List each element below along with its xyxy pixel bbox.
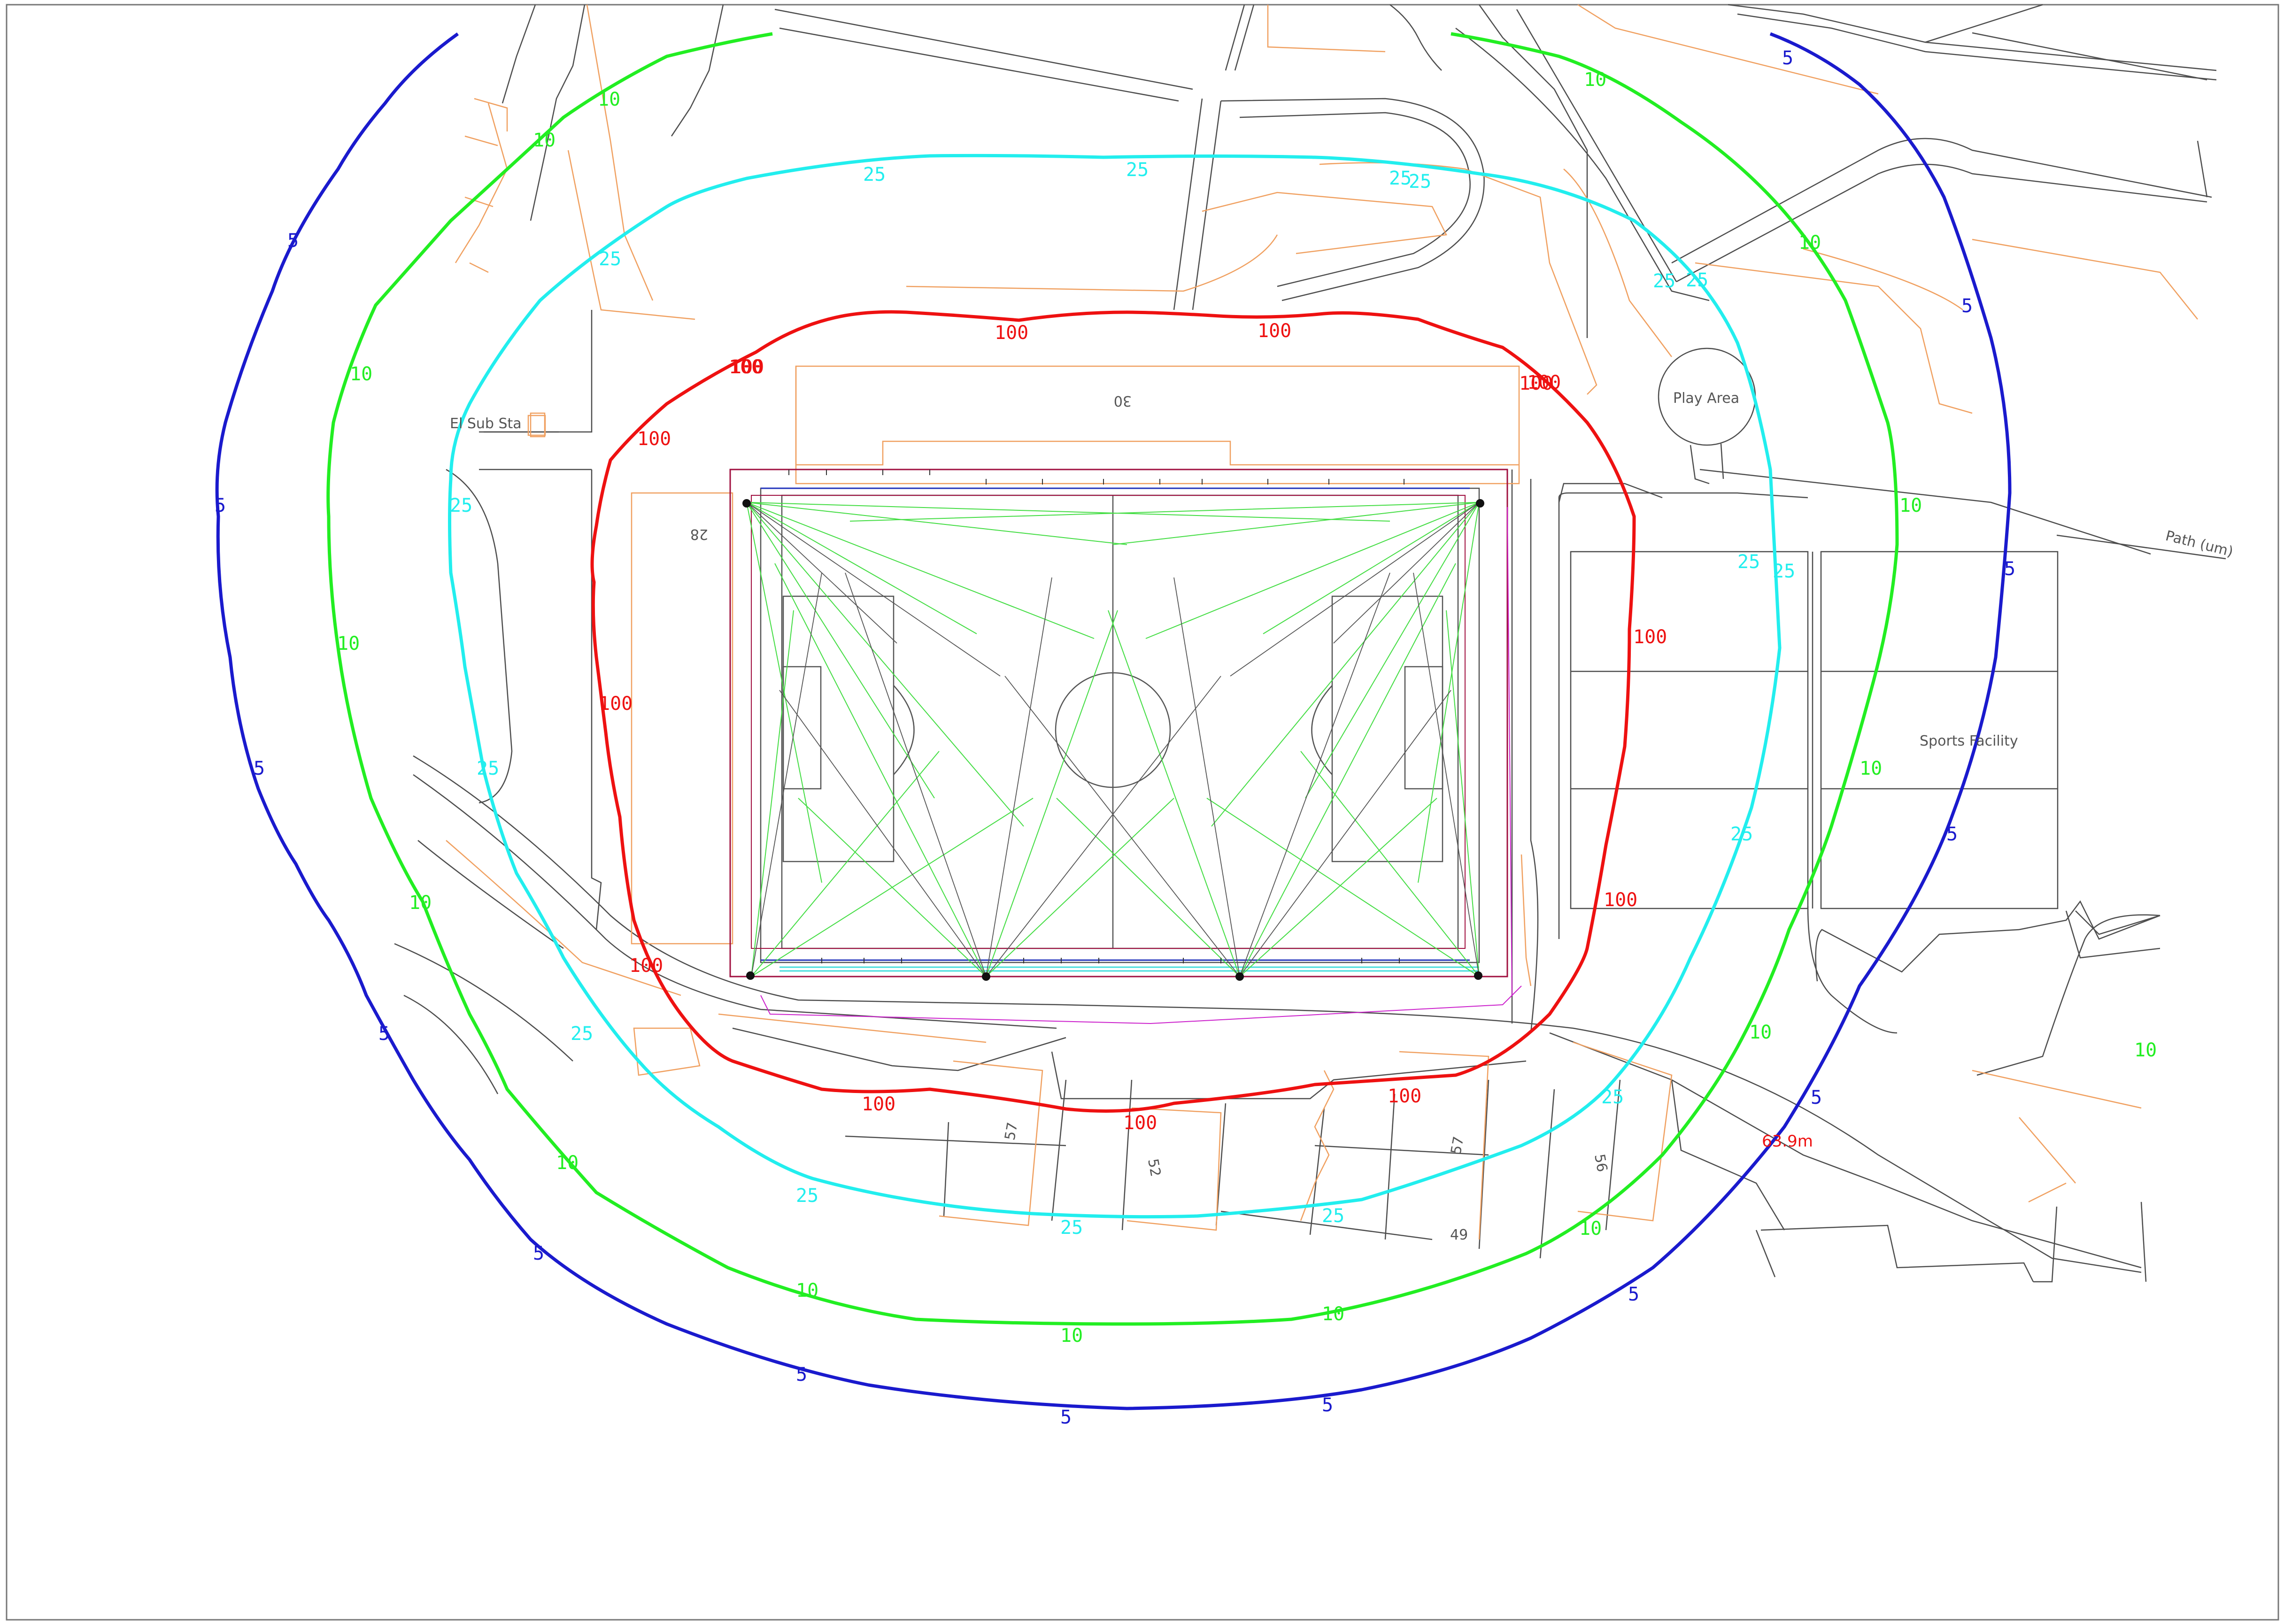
plot-57b-label: 57 xyxy=(1448,1135,1467,1156)
svg-text:5: 5 xyxy=(2004,558,2015,580)
mast-sw xyxy=(746,971,755,980)
svg-text:10: 10 xyxy=(598,89,620,110)
sports-facility-label: Sports Facility xyxy=(1920,733,2018,749)
svg-text:5: 5 xyxy=(378,1023,390,1045)
svg-text:10: 10 xyxy=(533,130,556,151)
svg-text:25: 25 xyxy=(599,248,621,270)
svg-text:100: 100 xyxy=(1604,889,1637,911)
mast-nw xyxy=(742,499,751,508)
svg-text:25: 25 xyxy=(450,495,472,516)
svg-text:10: 10 xyxy=(1322,1303,1344,1325)
svg-text:10: 10 xyxy=(350,363,372,385)
svg-text:10: 10 xyxy=(556,1152,579,1174)
svg-text:25: 25 xyxy=(1686,269,1708,291)
svg-text:100: 100 xyxy=(862,1093,895,1115)
svg-text:25: 25 xyxy=(1060,1217,1083,1239)
svg-text:100: 100 xyxy=(1258,320,1291,342)
svg-text:10: 10 xyxy=(1798,232,1821,254)
play-area-label: Play Area xyxy=(1673,390,1739,407)
plot-57a-label: 57 xyxy=(1002,1121,1021,1142)
distance-label: 63.9m xyxy=(1762,1132,1813,1151)
svg-text:25: 25 xyxy=(571,1023,593,1045)
svg-text:5: 5 xyxy=(215,495,226,516)
svg-text:25: 25 xyxy=(477,758,499,779)
svg-text:100: 100 xyxy=(629,955,663,977)
svg-text:5: 5 xyxy=(1060,1407,1072,1428)
svg-text:10: 10 xyxy=(2134,1039,2157,1061)
svg-text:25: 25 xyxy=(1389,168,1412,189)
plot-52-label: 52 xyxy=(1144,1157,1164,1178)
svg-text:10: 10 xyxy=(796,1280,818,1301)
svg-text:25: 25 xyxy=(1653,270,1675,292)
plot-56-label: 56 xyxy=(1591,1153,1610,1173)
svg-text:10: 10 xyxy=(1860,758,1882,779)
svg-text:10: 10 xyxy=(1060,1325,1083,1347)
svg-text:100: 100 xyxy=(1633,626,1667,648)
svg-text:25: 25 xyxy=(1409,171,1431,192)
svg-text:5: 5 xyxy=(1628,1284,1639,1305)
svg-text:25: 25 xyxy=(1730,824,1753,845)
sub-station-label: El Sub Sta xyxy=(450,416,522,432)
svg-text:25: 25 xyxy=(1773,561,1795,582)
svg-text:100: 100 xyxy=(1527,372,1561,393)
svg-text:100: 100 xyxy=(995,322,1028,344)
svg-text:25: 25 xyxy=(863,164,886,185)
svg-text:5: 5 xyxy=(533,1243,544,1264)
svg-text:100: 100 xyxy=(1388,1085,1421,1107)
svg-text:100: 100 xyxy=(1123,1112,1157,1134)
svg-text:5: 5 xyxy=(254,758,265,779)
svg-text:100: 100 xyxy=(599,693,633,715)
svg-text:5: 5 xyxy=(796,1364,807,1385)
perimeter-fence xyxy=(730,469,1521,1024)
mast-sm xyxy=(982,972,990,981)
sheet-border xyxy=(7,5,2278,1620)
svg-text:5: 5 xyxy=(1782,47,1793,69)
contour-5-labels: 5 5 5 5 5 5 5 5 5 5 5 5 5 5 xyxy=(215,47,2015,1428)
svg-text:25: 25 xyxy=(1737,551,1760,573)
svg-text:25: 25 xyxy=(1322,1205,1344,1227)
mast-ne xyxy=(1476,499,1484,508)
svg-text:10: 10 xyxy=(409,892,432,914)
plot-28-label: 28 xyxy=(690,526,708,542)
svg-text:10: 10 xyxy=(1579,1218,1602,1239)
svg-text:25: 25 xyxy=(1126,159,1149,181)
svg-text:5: 5 xyxy=(287,230,299,252)
svg-text:10: 10 xyxy=(1749,1022,1772,1043)
svg-text:100: 100 xyxy=(729,356,763,378)
mast-se2 xyxy=(1474,971,1482,980)
svg-text:5: 5 xyxy=(1961,295,1973,317)
mast-se xyxy=(1235,972,1244,981)
svg-text:5: 5 xyxy=(1946,824,1958,845)
svg-text:100: 100 xyxy=(637,428,671,450)
fence-markers xyxy=(789,469,1404,963)
svg-text:10: 10 xyxy=(1584,69,1606,91)
svg-text:25: 25 xyxy=(1601,1086,1624,1108)
svg-text:5: 5 xyxy=(1322,1394,1333,1416)
svg-text:25: 25 xyxy=(796,1185,818,1207)
svg-text:10: 10 xyxy=(337,633,360,654)
svg-text:5: 5 xyxy=(1811,1087,1822,1108)
plot-49-label: 49 xyxy=(1450,1227,1468,1243)
plot-30-label: 30 xyxy=(1114,393,1132,409)
svg-text:10: 10 xyxy=(1899,495,1922,516)
